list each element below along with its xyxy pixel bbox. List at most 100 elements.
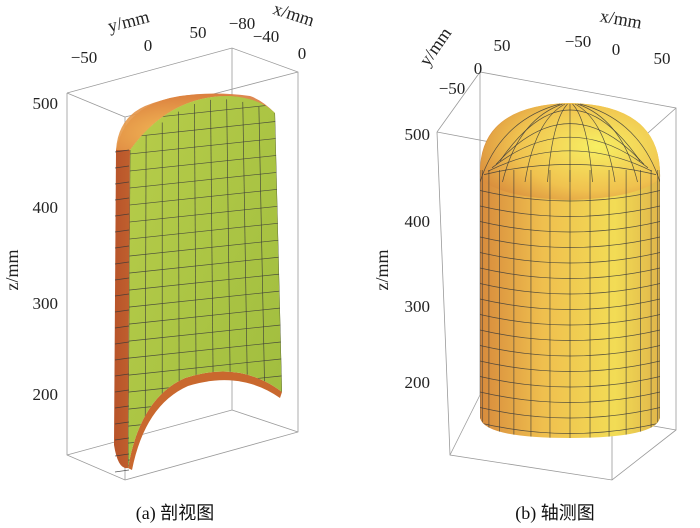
panel-a-y-ticks: −50 0 50 xyxy=(71,23,207,67)
panel-a-mesh-horizontal xyxy=(128,459,282,468)
panel-a-mesh-horizontal xyxy=(128,357,282,377)
panel-a-z-tick-200: 200 xyxy=(33,385,59,404)
panel-b-x-tick-3: 50 xyxy=(654,49,671,68)
panel-b-dome-meridian xyxy=(479,103,561,183)
panel-b-x-axis-label: x/mm xyxy=(599,6,644,33)
panel-b: −50 0 50 x/mm 50 0 −50 y/mm 500 400 300 … xyxy=(372,6,677,524)
panel-b-mesh-horizontal xyxy=(479,422,661,434)
panel-a-side-mesh-line xyxy=(114,309,130,313)
panel-b-mesh-horizontal xyxy=(479,391,661,403)
panel-a-mesh-horizontal xyxy=(128,119,282,139)
panel-b-mesh-horizontal xyxy=(479,298,661,310)
panel-b-z-tick-500: 500 xyxy=(405,125,431,144)
panel-b-mesh-horizontal xyxy=(479,375,661,388)
panel-a-side-mesh-line xyxy=(114,165,130,169)
panel-a-caption: (a) 剖视图 xyxy=(136,503,214,524)
panel-a-side-mesh-line xyxy=(114,437,130,441)
panel-a-side-mesh-line xyxy=(114,469,130,473)
panel-b-z-tick-400: 400 xyxy=(405,212,431,231)
panel-b-z-ticks: 500 400 300 200 xyxy=(405,125,431,392)
panel-a-mesh-horizontal xyxy=(128,153,282,173)
panel-b-dome-meridian xyxy=(577,103,638,183)
panel-b-z-tick-300: 300 xyxy=(405,297,431,316)
panel-a-z-axis-label: z/mm xyxy=(2,250,22,291)
panel-b-dome-meridian xyxy=(574,103,616,183)
panel-a-z-tick-400: 400 xyxy=(33,198,59,217)
panel-a-x-ticks: −80 −40 0 xyxy=(229,14,307,63)
panel-a-mesh-horizontal xyxy=(128,255,282,275)
panel-b-mesh-horizontal xyxy=(479,282,661,295)
panel-a-side-mesh-line xyxy=(114,389,130,393)
panel-a-side-mesh-line xyxy=(114,453,130,457)
panel-b-mesh-horizontal xyxy=(479,189,661,202)
panel-b-x-tick-1: −50 xyxy=(565,32,592,51)
panel-a-mesh-horizontal xyxy=(128,221,282,241)
panel-a-y-axis-label: y/mm xyxy=(106,6,152,36)
panel-a-z-ticks: 500 400 300 200 xyxy=(33,94,59,404)
panel-a-mesh-vertical xyxy=(258,106,266,401)
panel-a-mesh-horizontal xyxy=(128,442,282,462)
panel-b-mesh-horizontal xyxy=(479,267,661,279)
panel-b-dome-meridian xyxy=(547,103,568,183)
panel-b-y-tick-1: 50 xyxy=(494,36,511,55)
panel-a-mesh-vertical xyxy=(242,101,249,410)
panel-a-mesh-horizontal xyxy=(128,238,282,258)
panel-b-dome-meridian xyxy=(524,103,566,183)
panel-b-z-axis-label: z/mm xyxy=(372,250,392,291)
panel-b-y-tick-3: −50 xyxy=(439,79,466,98)
panel-a-z-tick-500: 500 xyxy=(33,94,59,113)
panel-a-side-mesh-line xyxy=(114,421,130,425)
panel-a-x-axis-label: x/mm xyxy=(271,0,317,30)
panel-a-x-tick-2: −40 xyxy=(253,27,280,46)
panel-a-mesh-horizontal xyxy=(128,306,282,326)
panel-a-x-tick-1: −80 xyxy=(229,14,256,33)
panel-a-side-mesh-line xyxy=(114,229,130,233)
panel-a-mesh-horizontal xyxy=(128,323,282,343)
panel-a-side-mesh-line xyxy=(114,325,130,329)
panel-b-y-axis-label: y/mm xyxy=(415,24,455,70)
panel-a-mesh-horizontal xyxy=(128,340,282,360)
panel-a-y-tick-2: 0 xyxy=(144,36,153,55)
panel-a-side-mesh-line xyxy=(114,197,130,201)
panel-b-mesh-horizontal xyxy=(479,251,661,264)
panel-a-side-mesh-line xyxy=(114,373,130,377)
panel-a: −50 0 50 y/mm −80 −40 0 x/mm 500 400 300… xyxy=(2,0,317,524)
panel-a-side-mesh-line xyxy=(114,261,130,265)
panel-b-mesh-horizontal xyxy=(479,313,661,326)
panel-a-side-mesh-line xyxy=(114,213,130,217)
panel-a-mesh-horizontal xyxy=(128,272,282,292)
panel-a-y-tick-1: −50 xyxy=(71,48,98,67)
panel-a-z-tick-300: 300 xyxy=(33,294,59,313)
panel-a-side-mesh-line xyxy=(114,245,130,249)
panel-b-caption: (b) 轴测图 xyxy=(515,503,595,524)
panel-a-mesh-horizontal xyxy=(128,170,282,190)
panel-a-mesh-horizontal xyxy=(128,289,282,309)
panel-b-dome-meridian xyxy=(572,103,593,183)
panel-a-side-mesh-line xyxy=(114,405,130,409)
panel-a-side-mesh-line xyxy=(114,341,130,345)
panel-a-mesh-horizontal xyxy=(128,136,282,156)
panel-b-mesh-horizontal xyxy=(479,406,661,419)
panel-b-z-tick-200: 200 xyxy=(405,373,431,392)
panel-b-mesh-horizontal xyxy=(479,329,661,341)
panel-a-side-mesh-line xyxy=(114,277,130,281)
panel-b-mesh-horizontal xyxy=(479,220,661,233)
panel-b-mesh-horizontal xyxy=(479,344,661,357)
panel-a-side-mesh xyxy=(114,149,130,473)
panel-a-side-mesh-line xyxy=(114,149,130,153)
panel-a-x-tick-3: 0 xyxy=(298,44,307,63)
panel-b-mesh-horizontal xyxy=(479,205,661,217)
panel-b-dome-meridian xyxy=(579,103,661,183)
panel-a-side-mesh-line xyxy=(114,181,130,185)
panel-a-mesh-vertical xyxy=(226,99,232,419)
panel-b-y-tick-2: 0 xyxy=(474,59,483,78)
panel-b-x-ticks: −50 0 50 xyxy=(565,32,671,68)
panel-b-dome-meridian xyxy=(502,103,563,183)
panel-b-y-ticks: 50 0 −50 xyxy=(439,36,511,98)
panel-b-mesh-horizontal xyxy=(479,236,661,248)
panel-a-y-tick-3: 50 xyxy=(190,23,207,42)
panel-a-mesh-horizontal xyxy=(128,204,282,224)
panel-b-x-tick-2: 0 xyxy=(612,40,621,59)
panel-b-mesh-horizontal xyxy=(479,360,661,372)
